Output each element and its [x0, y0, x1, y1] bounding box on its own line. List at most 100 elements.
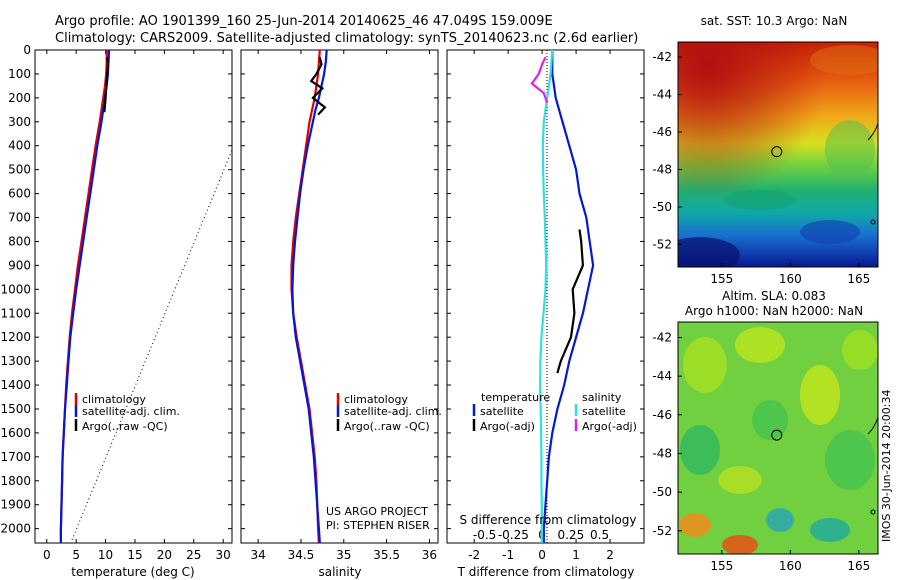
t-difference-label: T difference from climatology: [457, 565, 635, 579]
x-tick-label: 1: [572, 548, 580, 562]
island-outline: [870, 509, 876, 515]
pi-annotation: PI: STEPHEN RISER: [326, 519, 430, 532]
lat-tick-label: -48: [652, 446, 672, 460]
s-diff-tick-label: 0.25: [557, 528, 584, 542]
s-diff-tick-label: -0.5: [473, 528, 496, 542]
lon-tick-label: 155: [710, 272, 733, 286]
lat-tick-label: -52: [652, 238, 672, 252]
coastline-fragment: [867, 416, 879, 435]
series-line-temperature-satellite: [542, 50, 595, 543]
x-tick-label: 35.5: [373, 548, 400, 562]
salinity-series: [290, 49, 328, 544]
lon-tick-label: 165: [847, 559, 870, 573]
lat-tick-label: -46: [652, 408, 672, 422]
lat-tick-label: -42: [652, 50, 672, 64]
legend-label-t-satellite: satellite: [480, 405, 524, 418]
sla-map-title-2: Argo h1000: NaN h2000: NaN: [685, 304, 863, 318]
sla-map-frame: [677, 321, 879, 555]
x-tick-label: 34.5: [288, 548, 315, 562]
salinity-x-label: salinity: [318, 565, 361, 579]
temperature-series: [59, 49, 111, 543]
legend-label-climatology: climatology: [344, 393, 408, 406]
x-tick-label: 35: [336, 548, 351, 562]
x-tick-label: 30: [216, 548, 231, 562]
lat-tick-label: -48: [652, 163, 672, 177]
temperature-axes-frame: [34, 49, 233, 544]
legend-label-argo: Argo(..raw -QC): [82, 420, 168, 433]
header-line-2: Climatology: CARS2009. Satellite-adjuste…: [55, 31, 638, 46]
x-tick-label: 2: [606, 548, 614, 562]
x-tick-label: -2: [468, 548, 480, 562]
temperature-depth-ticks: 0100200300400500600700800900100011001200…: [0, 43, 232, 562]
depth-tick-label: 1500: [0, 402, 31, 416]
series-line-temperature-argo-adj-: [556, 229, 585, 374]
s-difference-label: S difference from climatology: [460, 513, 637, 527]
depth-tick-label: 1300: [0, 354, 31, 368]
sla-map-ticks: -42 -44 -46 -48 -50 -52 155 160 165: [652, 330, 870, 573]
lon-tick-label: 155: [710, 559, 733, 573]
depth-tick-label: 1700: [0, 450, 31, 464]
sla-map: Altim. SLA: 0.083 Argo h1000: NaN h2000:…: [652, 289, 879, 573]
depth-tick-label: 500: [8, 163, 31, 177]
difference-series: [530, 49, 595, 543]
sla-map-title-1: Altim. SLA: 0.083: [722, 289, 826, 303]
series-line-argo-raw-qc-: [309, 56, 327, 116]
series-line-climatology: [59, 50, 108, 543]
series-line-satellite-adj-clim-: [59, 49, 111, 543]
depth-tick-label: 1900: [0, 498, 31, 512]
salinity-ticks: 34 34.5 35 35.5 36: [241, 49, 438, 562]
lat-tick-label: -50: [652, 485, 672, 499]
temperature-panel: 0100200300400500600700800900100011001200…: [0, 43, 233, 579]
difference-panel: -2 -1 0 1 2-0.5 -0.25 0 0.25 0.5 T difference fr…: [446, 49, 645, 579]
lat-tick-label: -42: [652, 330, 672, 344]
depth-tick-label: 1200: [0, 330, 31, 344]
coastline-fragment: [867, 122, 879, 141]
lon-tick-label: 160: [779, 559, 802, 573]
lat-tick-label: -46: [652, 125, 672, 139]
project-annotation: US ARGO PROJECT: [326, 505, 428, 518]
x-tick-label: 34: [250, 548, 265, 562]
sst-map-image: [678, 42, 878, 267]
temperature-legend: climatology satellite-adj. clim. Argo(..…: [74, 393, 180, 433]
depth-tick-label: 700: [8, 211, 31, 225]
x-tick-label: 20: [157, 548, 172, 562]
legend-label-argo: Argo(..raw -QC): [344, 420, 430, 433]
x-tick-label: 5: [72, 548, 80, 562]
depth-tick-label: 1400: [0, 378, 31, 392]
lat-tick-label: -52: [652, 524, 672, 538]
lat-tick-label: -50: [652, 200, 672, 214]
depth-tick-label: 800: [8, 234, 31, 248]
depth-tick-label: 1600: [0, 426, 31, 440]
x-tick-label: 10: [98, 548, 113, 562]
depth-tick-label: 1800: [0, 474, 31, 488]
lat-tick-label: -44: [652, 88, 672, 102]
legend-label-s-satellite: satellite: [582, 405, 626, 418]
x-tick-label: 25: [186, 548, 201, 562]
island-outline: [870, 219, 876, 225]
series-line-salinity-argo-adj-: [530, 56, 549, 104]
x-tick-label: 15: [127, 548, 142, 562]
isopycnal-dotted-line: [71, 149, 233, 541]
x-tick-label: -1: [502, 548, 514, 562]
salinity-axes-frame: [240, 49, 439, 544]
sla-map-image: [678, 322, 878, 554]
s-diff-tick-label: 0.5: [590, 528, 609, 542]
depth-tick-label: 400: [8, 139, 31, 153]
legend-label-t-argo: Argo(-adj): [480, 420, 535, 433]
x-tick-label: 0: [43, 548, 51, 562]
depth-tick-label: 2000: [0, 522, 31, 536]
series-line-argo-raw-qc-: [103, 57, 110, 113]
legend-label-s-argo: Argo(-adj): [582, 420, 637, 433]
x-tick-label: 0: [538, 548, 546, 562]
difference-legend: temperature salinity satellite Argo(-adj…: [472, 391, 637, 433]
difference-axes-frame: [446, 49, 645, 544]
sst-map: sat. SST: 10.3 Argo: NaN -42 -44 -46 -48 -50…: [652, 14, 879, 286]
lat-tick-label: -44: [652, 369, 672, 383]
legend-label-satellite: satellite-adj. clim.: [82, 405, 180, 418]
depth-tick-label: 1100: [0, 306, 31, 320]
lon-tick-label: 160: [779, 272, 802, 286]
argo-position-marker: [771, 146, 783, 158]
legend-header-salinity: salinity: [582, 391, 622, 404]
x-tick-label: 36: [422, 548, 437, 562]
